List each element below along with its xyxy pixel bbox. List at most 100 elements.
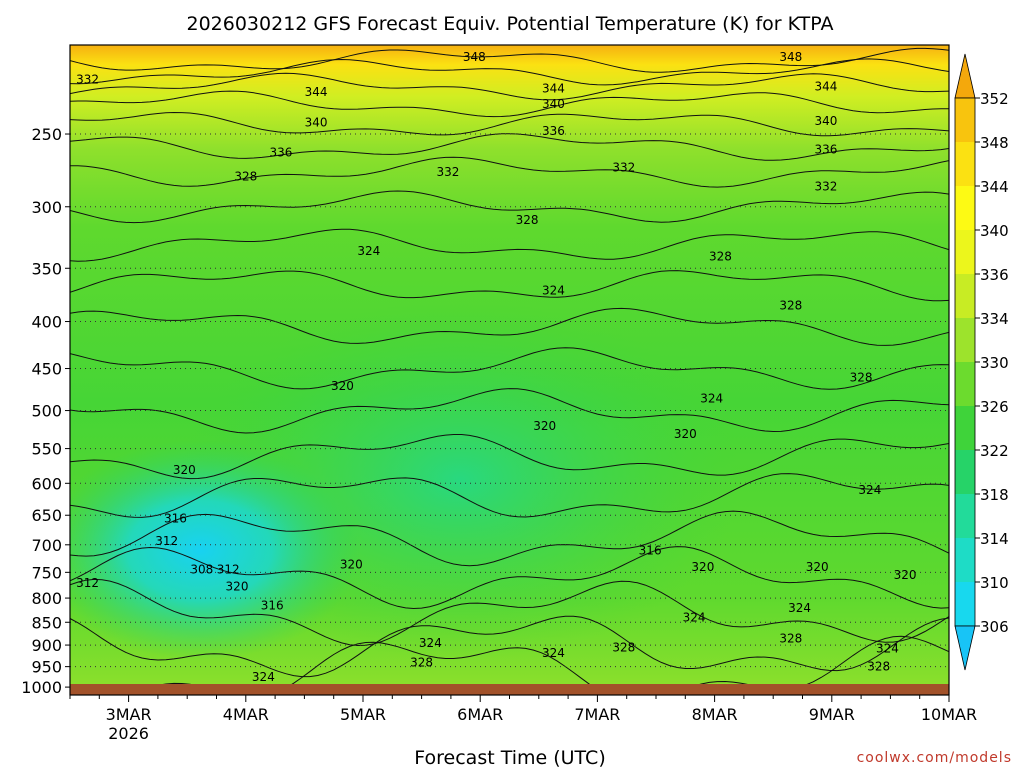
colorbar-label: 318 bbox=[980, 486, 1009, 504]
contour-label: 320 bbox=[894, 568, 917, 582]
colorbar-label: 310 bbox=[980, 574, 1009, 592]
x-tick-year-label: 2026 bbox=[108, 724, 149, 743]
contour-label: 328 bbox=[410, 655, 433, 669]
contour-line bbox=[70, 47, 949, 73]
contour-label: 324 bbox=[858, 483, 881, 497]
contour-label: 348 bbox=[779, 50, 802, 64]
contour-label: 324 bbox=[357, 244, 380, 258]
colorbar-swatch bbox=[955, 450, 975, 494]
contour-label: 324 bbox=[683, 611, 706, 625]
contour-line bbox=[70, 510, 949, 567]
contour-label: 320 bbox=[340, 557, 363, 571]
contour-label: 336 bbox=[270, 146, 293, 160]
contour-label: 324 bbox=[788, 601, 811, 615]
contour-line bbox=[70, 72, 949, 101]
y-tick-label: 750 bbox=[31, 563, 62, 582]
y-tick-label: 950 bbox=[31, 658, 62, 677]
low-level-cold-pool bbox=[70, 440, 360, 660]
contour-label: 332 bbox=[76, 72, 99, 86]
contour-label: 328 bbox=[516, 213, 539, 227]
contour-line bbox=[70, 388, 949, 434]
colorbar-label: 330 bbox=[980, 354, 1009, 372]
contour-label: 324 bbox=[700, 391, 723, 405]
y-tick-label: 300 bbox=[31, 198, 62, 217]
colorbar: 352 348 344 340 336 334 330 326 322 318 314 310 306 bbox=[954, 53, 1009, 671]
y-tick-label: 350 bbox=[31, 259, 62, 278]
colorbar-swatch bbox=[955, 494, 975, 538]
contour-label: 320 bbox=[691, 560, 714, 574]
x-tick-label: 8MAR bbox=[692, 705, 738, 724]
contour-line bbox=[70, 307, 949, 346]
contour-label: 328 bbox=[234, 169, 257, 183]
colorbar-label: 322 bbox=[980, 442, 1009, 460]
contour-label: 324 bbox=[252, 670, 275, 684]
colorbar-label: 306 bbox=[980, 618, 1009, 636]
contour-label: 320 bbox=[806, 560, 829, 574]
colorbar-swatch bbox=[955, 538, 975, 582]
contour-label: 328 bbox=[850, 370, 873, 384]
contour-label: 324 bbox=[419, 636, 442, 650]
y-tick-label: 400 bbox=[31, 313, 62, 332]
contour-label: 320 bbox=[173, 463, 196, 477]
contour-label: 308 bbox=[190, 563, 213, 577]
contour-label: 324 bbox=[542, 283, 565, 297]
contour-label: 328 bbox=[779, 631, 802, 645]
contour-label: 328 bbox=[867, 660, 890, 674]
contour-line bbox=[70, 133, 949, 161]
contour-label: 336 bbox=[542, 124, 565, 138]
x-tick-label: 9MAR bbox=[809, 705, 855, 724]
contour-line bbox=[70, 90, 949, 118]
colorbar-label: 340 bbox=[980, 222, 1009, 240]
contour-label: 340 bbox=[542, 97, 565, 111]
x-tick-label: 4MAR bbox=[223, 705, 269, 724]
contour-label: 320 bbox=[533, 419, 556, 433]
colorbar-swatch bbox=[955, 362, 975, 406]
y-tick-label: 450 bbox=[31, 360, 62, 379]
contour-line bbox=[70, 434, 949, 480]
y-tick-label: 700 bbox=[31, 536, 62, 555]
y-tick-label: 650 bbox=[31, 506, 62, 525]
contour-label: 312 bbox=[76, 576, 99, 590]
contour-label: 324 bbox=[542, 646, 565, 660]
pressure-axis: 250 300 350 400 450 500 550 600 650 700 750 800 850 9… bbox=[21, 125, 70, 697]
colorbar-swatch bbox=[955, 186, 975, 230]
x-tick-label: 5MAR bbox=[340, 705, 386, 724]
y-tick-label: 600 bbox=[31, 474, 62, 493]
contour-labels: 332 344 340 336 328 332 348 344 340 336 332 348 344 3… bbox=[76, 50, 917, 695]
contour-label: 344 bbox=[814, 80, 837, 94]
contour-line bbox=[70, 156, 949, 188]
contour-label: 340 bbox=[305, 116, 328, 130]
y-tick-label: 850 bbox=[31, 613, 62, 632]
contour-line bbox=[70, 473, 949, 518]
x-tick-label: 3MAR bbox=[106, 705, 152, 724]
plot-area: 332 344 340 336 328 332 348 344 340 336 332 348 344 3… bbox=[70, 45, 949, 695]
credit-text: coolwx.com/models bbox=[857, 750, 1012, 766]
contour-label: 328 bbox=[612, 640, 635, 654]
colorbar-swatch bbox=[955, 274, 975, 318]
y-tick-label: 900 bbox=[31, 636, 62, 655]
contour-line bbox=[70, 347, 949, 390]
colorbar-label: 348 bbox=[980, 134, 1009, 152]
colorbar-label: 336 bbox=[980, 266, 1009, 284]
colorbar-label: 344 bbox=[980, 178, 1009, 196]
contour-label: 348 bbox=[463, 50, 486, 64]
colorbar-swatch bbox=[955, 318, 975, 362]
contour-label: 332 bbox=[437, 165, 460, 179]
y-tick-label: 550 bbox=[31, 440, 62, 459]
ground-surface bbox=[70, 684, 949, 695]
y-tick-label: 250 bbox=[31, 125, 62, 144]
contour-line bbox=[70, 58, 949, 86]
contour-label: 312 bbox=[217, 563, 240, 577]
time-axis: 3MAR 4MAR 5MAR 6MAR 7MAR 8MAR 9MAR 10MAR 2026 bbox=[69, 695, 977, 743]
contour-label: 324 bbox=[876, 642, 899, 656]
colorbar-top-arrow bbox=[954, 53, 976, 99]
contour-line bbox=[70, 190, 949, 224]
y-tick-label: 500 bbox=[31, 402, 62, 421]
contour-line bbox=[70, 270, 949, 302]
contour-line bbox=[70, 546, 949, 610]
y-tick-label: 800 bbox=[31, 589, 62, 608]
colorbar-swatch bbox=[955, 142, 975, 186]
contour-line bbox=[70, 228, 949, 262]
colorbar-swatch bbox=[955, 582, 975, 626]
